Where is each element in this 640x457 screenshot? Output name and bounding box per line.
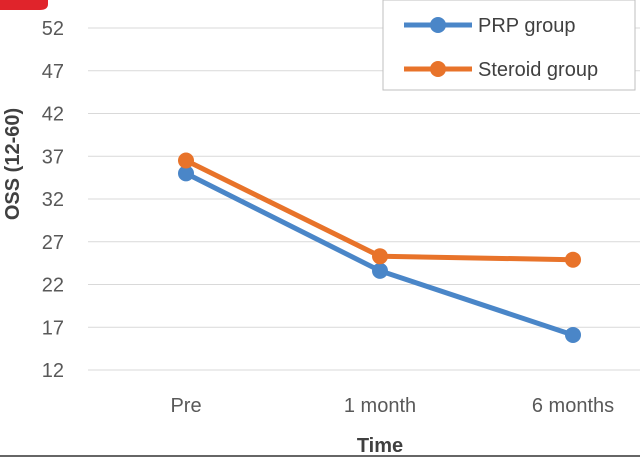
corner-mark <box>0 0 48 10</box>
legend-marker-steroid <box>430 61 446 77</box>
y-tick-label: 12 <box>42 360 64 382</box>
series-line-1 <box>183 158 576 263</box>
x-tick-label: 1 month <box>344 395 416 417</box>
data-point <box>565 251 581 268</box>
x-tick-label: Pre <box>170 395 201 417</box>
series-group <box>178 152 581 343</box>
data-point <box>178 152 194 169</box>
y-tick-label: 42 <box>42 104 64 126</box>
y-tick-label: 22 <box>42 275 64 297</box>
y-tick-labels: 12 17 22 27 32 37 42 47 52 <box>42 18 64 382</box>
legend: PRP group Steroid group <box>382 0 636 91</box>
x-tick-label: 6 months <box>532 395 614 417</box>
data-point <box>565 326 581 343</box>
data-point <box>178 165 194 182</box>
legend-marker-prp <box>430 17 446 33</box>
x-axis-title: Time <box>357 435 403 457</box>
legend-label-steroid: Steroid group <box>478 59 598 81</box>
legend-label-prp: PRP group <box>478 15 575 37</box>
y-tick-label: 17 <box>42 317 64 339</box>
y-tick-label: 52 <box>42 18 64 40</box>
legend-box <box>382 0 636 91</box>
data-point <box>372 262 388 279</box>
y-tick-label: 27 <box>42 232 64 254</box>
y-axis-title: OSS (12-60) <box>2 108 24 220</box>
y-tick-label: 37 <box>42 146 64 168</box>
y-tick-label: 47 <box>42 61 64 83</box>
y-tick-label: 32 <box>42 189 64 211</box>
data-point <box>372 248 388 265</box>
x-tick-labels: Pre 1 month 6 months <box>170 395 614 417</box>
